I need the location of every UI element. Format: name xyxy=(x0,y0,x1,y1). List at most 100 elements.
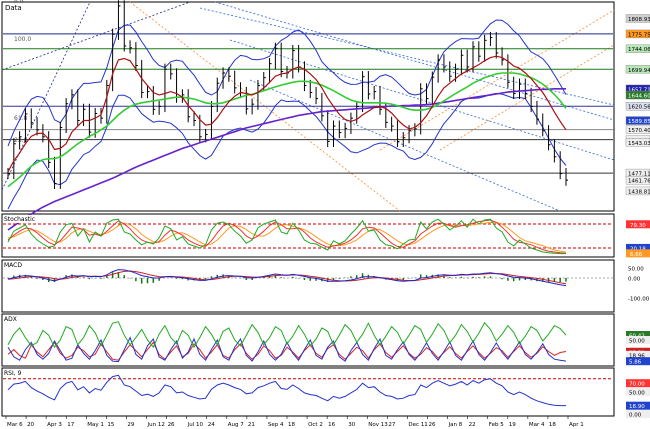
x-axis-label: 18 xyxy=(288,422,295,428)
macd-panel-frame xyxy=(1,259,615,313)
x-axis-label: Jul 10 xyxy=(187,422,204,428)
x-axis-label: Apr 3 xyxy=(47,422,62,428)
price-tags: 1808.93 1775.75 1744.06 1699.94 1657.711644.… xyxy=(625,14,650,196)
x-axis-label: May 1 xyxy=(87,422,104,428)
x-axis-label: Jan 8 xyxy=(448,422,463,428)
stochastic-panel-label: Stochastic xyxy=(4,216,35,223)
rsi-tag-text: 18.90 xyxy=(629,404,645,410)
stochastic-tag xyxy=(626,220,650,229)
price-tag-text: 1477.11 xyxy=(628,172,650,178)
rsi-panel-frame xyxy=(1,367,615,417)
fib-level-label: 0.0 xyxy=(14,0,24,6)
stochastic-k-line xyxy=(7,218,566,255)
trend-channel-line xyxy=(129,1,401,212)
stochastic-tag xyxy=(626,243,650,252)
price-tag-text: 1461.76 xyxy=(628,179,650,185)
macd-axis-tick: -100.00 xyxy=(628,297,650,303)
trend-channel-line xyxy=(1,1,191,71)
rsi-line xyxy=(7,374,566,407)
rsi-tag-text: 70.00 xyxy=(629,382,645,388)
x-axis-label: 26 xyxy=(429,422,436,428)
price-tag-text: 1657.71 xyxy=(628,87,650,93)
price-tag xyxy=(625,125,650,134)
upper-band xyxy=(7,19,567,147)
price-tag xyxy=(625,186,650,196)
price-tag xyxy=(625,176,650,185)
stochastic-panel-frame xyxy=(1,213,615,258)
price-tag-text: 1808.93 xyxy=(628,17,650,23)
macd-line xyxy=(7,269,567,287)
rsi-label-bg xyxy=(3,369,23,377)
trend-channel-line xyxy=(199,7,615,106)
x-axis-label: Sep 4 xyxy=(268,422,284,428)
macd-label-bg xyxy=(3,261,19,269)
rsi-tag xyxy=(626,410,650,418)
adx-tag xyxy=(626,357,650,366)
price-tag-text: 1589.85 xyxy=(628,119,650,125)
adx-tag-text: 18.96 xyxy=(629,353,645,359)
price-tag xyxy=(625,102,650,111)
macd-panel-label: MACD xyxy=(4,262,22,269)
x-axis-label: 27 xyxy=(388,422,395,428)
price-label-bg xyxy=(3,3,25,12)
price-tag xyxy=(625,65,650,74)
price-tag-text: 1644.60 xyxy=(628,94,650,100)
rsi-tag-text: 0.00 xyxy=(629,413,642,419)
stochastic-tag-text: 79.30 xyxy=(630,223,646,229)
ma-short-line xyxy=(7,55,567,172)
adx-tag xyxy=(626,330,650,339)
x-axis-label: 15 xyxy=(107,422,114,428)
x-axis-label: 29 xyxy=(127,422,134,428)
x-axis-label: Mar 6 xyxy=(7,422,23,428)
price-tag xyxy=(625,44,650,53)
macd-axis-tick: 0.00 xyxy=(628,277,641,283)
ma-mid-line xyxy=(7,72,567,188)
stochastic-tag xyxy=(626,249,650,258)
adx-line xyxy=(7,321,567,349)
trend-channel-line xyxy=(379,9,615,151)
price-tag-text: 1438.81 xyxy=(628,189,650,195)
x-axis: Mar 6 20 Apr 3 17 May 1 15 29 Jun 12 26 Jul 10 24 A… xyxy=(5,416,584,428)
x-axis-label: Jun 12 xyxy=(147,422,165,428)
adx-minus-di-line xyxy=(7,341,567,361)
macd-panel: 50.00 0.00 -100.00 xyxy=(3,267,650,303)
adx-tag-text: 5.86 xyxy=(629,360,642,366)
x-axis-label: 24 xyxy=(208,422,215,428)
rsi-tag xyxy=(626,401,650,410)
stochastic-panel: 79.3020.186.66 xyxy=(3,218,650,258)
price-tag-text: 1775.75 xyxy=(628,32,650,38)
adx-panel-label: ADX xyxy=(4,316,17,323)
adx-tag xyxy=(626,336,650,344)
x-axis-label: 22 xyxy=(469,422,476,428)
adx-panel: 60.4250.0025.5218.965.86 xyxy=(7,321,650,366)
stochastic-slow-line xyxy=(7,221,567,253)
x-axis-label: Aug 7 xyxy=(228,422,244,428)
x-axis-label: 20 xyxy=(27,422,34,428)
x-axis-label: Nov 13 xyxy=(368,422,388,428)
x-axis-label: 17 xyxy=(67,422,74,428)
trend-channel-line xyxy=(229,39,615,161)
fib-level-label: 100.0 xyxy=(14,36,31,43)
trend-channel-line xyxy=(1,1,91,191)
x-axis-label: Oct 2 xyxy=(308,422,323,428)
x-axis-label: 16 xyxy=(328,422,335,428)
x-axis-label: 26 xyxy=(168,422,175,428)
trend-channel-line xyxy=(249,79,561,212)
x-axis-label: Apr 1 xyxy=(569,422,584,428)
x-axis-label: 30 xyxy=(348,422,355,428)
stochastic-label-bg xyxy=(3,215,33,223)
ma-long-line xyxy=(7,88,566,231)
rsi-panel-label: RSI, 9 xyxy=(4,370,22,377)
adx-tag-text: 50.00 xyxy=(629,339,645,345)
price-tag-text: 1744.06 xyxy=(628,47,650,53)
rsi-panel: 70.00 50.00 18.90 0.00 xyxy=(3,374,650,419)
price-tag xyxy=(625,29,650,39)
price-tag xyxy=(625,90,650,100)
stochastic-tag-text: 6.66 xyxy=(630,252,643,258)
rsi-tag-text: 50.00 xyxy=(629,391,645,397)
trend-channel-line xyxy=(214,1,615,121)
fib-level-label: 23.6 xyxy=(14,137,28,144)
price-tag-text: 1570.40 xyxy=(628,128,650,134)
x-axis-label: Feb 5 xyxy=(489,422,504,428)
price-tag xyxy=(625,14,650,23)
